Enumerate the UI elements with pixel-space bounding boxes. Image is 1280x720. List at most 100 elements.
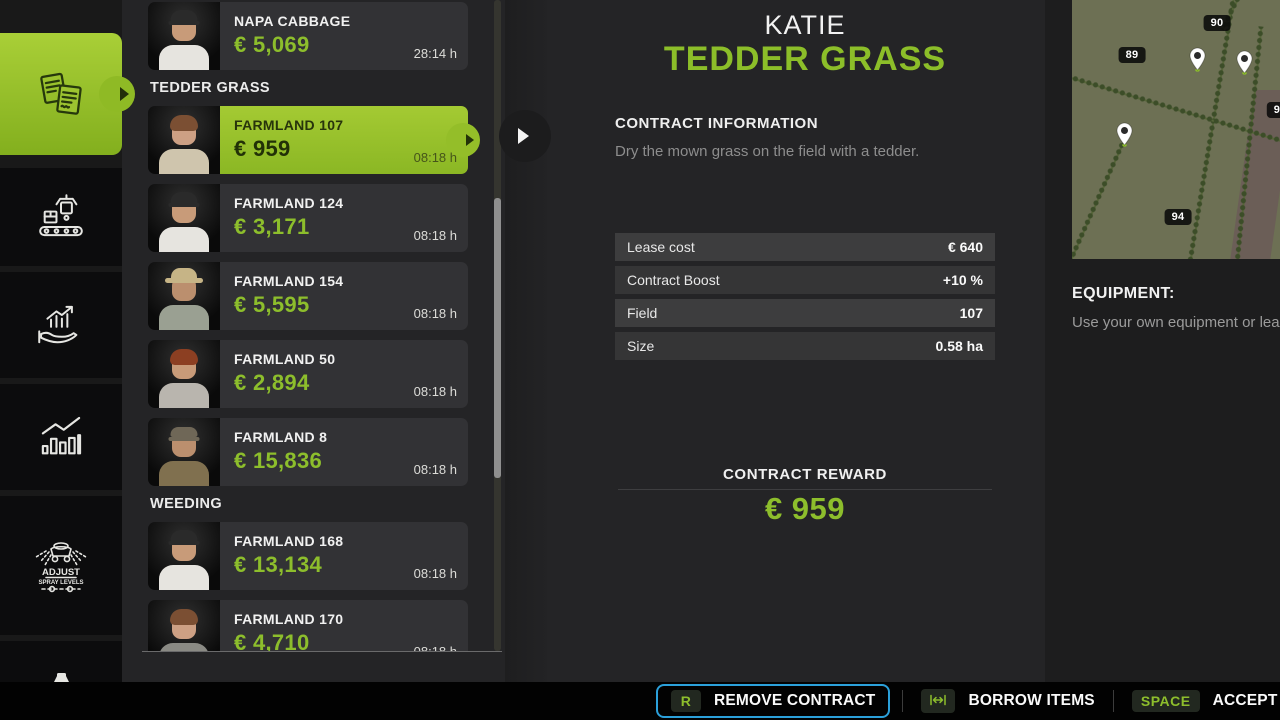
contracts-list: NAPA CABBAGE € 5,069 28:14 h TEDDER GRASS FA… bbox=[148, 0, 482, 651]
contract-avatar bbox=[148, 184, 220, 252]
contract-avatar bbox=[148, 262, 220, 330]
contract-description: Dry the mown grass on the field with a t… bbox=[615, 143, 920, 160]
sidebar: ADJUST SPRAY LEVELS bbox=[0, 0, 135, 682]
detail-row-value: +10 % bbox=[942, 272, 983, 288]
equipment-description: Use your own equipment or leas bbox=[1072, 314, 1280, 331]
customer-name: KATIE bbox=[764, 10, 846, 40]
detail-row-label: Contract Boost bbox=[627, 272, 720, 288]
contract-information-heading: CONTRACT INFORMATION bbox=[615, 115, 819, 132]
selected-tab-arrow-icon bbox=[120, 87, 129, 101]
keybind-label: REMOVE CONTRACT bbox=[714, 692, 876, 709]
contract-avatar bbox=[148, 600, 220, 651]
reward-divider bbox=[618, 489, 992, 490]
contract-time: 08:18 h bbox=[413, 384, 457, 399]
contract-avatar bbox=[148, 106, 220, 174]
contract-time: 08:18 h bbox=[413, 228, 457, 243]
map-field-label: 90 bbox=[1203, 15, 1231, 31]
contract-type-title: TEDDER GRASS bbox=[663, 40, 947, 78]
key-label: R bbox=[671, 690, 701, 712]
production-icon bbox=[32, 188, 90, 246]
list-clip-edge bbox=[142, 651, 502, 652]
map-field-label: 94 bbox=[1164, 209, 1192, 225]
keybind-borrow-items[interactable]: BORROW ITEMS bbox=[915, 684, 1100, 718]
contract-title: FARMLAND 124 bbox=[234, 195, 344, 211]
contract-time: 28:14 h bbox=[413, 46, 457, 61]
sidebar-tab-adjust-spray-levels[interactable]: ADJUST SPRAY LEVELS bbox=[0, 496, 122, 635]
contract-detail-table: Lease cost € 640 Contract Boost +10 % Field 1… bbox=[615, 233, 995, 365]
contract-time: 08:18 h bbox=[413, 462, 457, 477]
map-pin-icon bbox=[1235, 50, 1253, 75]
contract-row[interactable]: FARMLAND 168 € 13,134 08:18 h bbox=[148, 522, 468, 590]
sidebar-tab-production[interactable] bbox=[0, 168, 122, 266]
contract-reward-value: € 959 bbox=[764, 491, 846, 526]
contract-row[interactable]: FARMLAND 107 € 959 08:18 h bbox=[148, 106, 480, 174]
contract-title: FARMLAND 50 bbox=[234, 351, 336, 367]
contract-title: FARMLAND 154 bbox=[234, 273, 344, 289]
contract-detail-row: Contract Boost +10 % bbox=[615, 266, 995, 294]
detail-row-label: Field bbox=[627, 305, 658, 321]
contract-row[interactable]: NAPA CABBAGE € 5,069 28:14 h bbox=[148, 2, 468, 70]
contract-price: € 2,894 bbox=[234, 370, 310, 395]
contract-avatar bbox=[148, 340, 220, 408]
contract-reward-heading: CONTRACT REWARD bbox=[723, 466, 887, 483]
equipment-heading: EQUIPMENT: bbox=[1072, 285, 1175, 302]
detail-row-value: 0.58 ha bbox=[935, 338, 983, 354]
contract-price: € 15,836 bbox=[234, 448, 323, 473]
contract-title: FARMLAND 107 bbox=[234, 117, 344, 133]
keybind-label: BORROW ITEMS bbox=[968, 692, 1095, 709]
keybind-remove-contract[interactable]: R REMOVE CONTRACT bbox=[656, 684, 891, 718]
svg-text:ADJUST: ADJUST bbox=[42, 567, 80, 578]
sidebar-tab-contracts[interactable] bbox=[0, 33, 135, 155]
tab-key-icon bbox=[921, 689, 956, 713]
statistics-icon bbox=[32, 408, 90, 466]
contract-time: 08:18 h bbox=[414, 644, 457, 651]
detail-row-value: 107 bbox=[959, 305, 983, 321]
contract-price: € 13,134 bbox=[234, 552, 323, 577]
detail-row-value: € 640 bbox=[947, 239, 983, 255]
contract-time: 08:18 h bbox=[413, 150, 457, 165]
contract-row[interactable]: FARMLAND 154 € 5,595 08:18 h bbox=[148, 262, 468, 330]
map-field-label: 89 bbox=[1118, 47, 1146, 63]
contract-detail-row: Field 107 bbox=[615, 299, 995, 327]
keybind-bar: R REMOVE CONTRACT BORROW ITEMS SPACE ACCEPT … bbox=[0, 682, 1280, 720]
contract-price: € 3,171 bbox=[234, 214, 310, 239]
finances-icon bbox=[32, 296, 90, 354]
keybind-label: ACCEPT CO bbox=[1212, 692, 1280, 709]
keybind-separator bbox=[1112, 690, 1114, 712]
adjust-spray-levels-icon: ADJUST SPRAY LEVELS bbox=[29, 534, 93, 598]
selected-detail-arrow-icon bbox=[518, 128, 529, 144]
contract-time: 08:18 h bbox=[413, 306, 457, 321]
panel-divider bbox=[505, 0, 547, 682]
contract-title: FARMLAND 170 bbox=[234, 611, 344, 627]
selected-contract-arrow-icon bbox=[466, 134, 474, 146]
contract-row[interactable]: FARMLAND 124 € 3,171 08:18 h bbox=[148, 184, 468, 252]
contract-row[interactable]: FARMLAND 8 € 15,836 08:18 h bbox=[148, 418, 468, 486]
sidebar-tab-vehicles[interactable] bbox=[0, 641, 122, 682]
sidebar-tab-finances[interactable] bbox=[0, 272, 122, 378]
contract-detail-row: Size 0.58 ha bbox=[615, 332, 995, 360]
keybind-separator bbox=[902, 690, 904, 712]
contract-price: € 5,595 bbox=[234, 292, 310, 317]
sidebar-tab-statistics[interactable] bbox=[0, 384, 122, 490]
contract-row[interactable]: FARMLAND 170 € 4,710 08:18 h bbox=[148, 600, 468, 651]
contract-section-header: TEDDER GRASS bbox=[150, 80, 271, 96]
contract-avatar bbox=[148, 418, 220, 486]
contract-section-header: WEEDING bbox=[150, 496, 223, 512]
contract-price: € 5,069 bbox=[234, 32, 310, 57]
contract-time: 08:18 h bbox=[413, 566, 457, 581]
vehicle-icon bbox=[29, 665, 93, 682]
contract-detail-row: Lease cost € 640 bbox=[615, 233, 995, 261]
contract-price: € 4,710 bbox=[234, 630, 310, 651]
map-hedge bbox=[1072, 138, 1128, 259]
contract-row[interactable]: FARMLAND 50 € 2,894 08:18 h bbox=[148, 340, 468, 408]
detail-row-label: Lease cost bbox=[627, 239, 695, 255]
contracts-icon bbox=[31, 64, 91, 124]
keybind-accept-co[interactable]: SPACE ACCEPT CO bbox=[1126, 684, 1280, 718]
contract-title: FARMLAND 8 bbox=[234, 429, 328, 445]
scrollbar-thumb[interactable] bbox=[494, 198, 501, 478]
map-pin-icon bbox=[1188, 47, 1206, 72]
detail-row-label: Size bbox=[627, 338, 655, 354]
contract-title: NAPA CABBAGE bbox=[234, 13, 351, 29]
minimap: 90 89 94 9 bbox=[1072, 0, 1280, 259]
map-pin-icon bbox=[1115, 122, 1133, 147]
